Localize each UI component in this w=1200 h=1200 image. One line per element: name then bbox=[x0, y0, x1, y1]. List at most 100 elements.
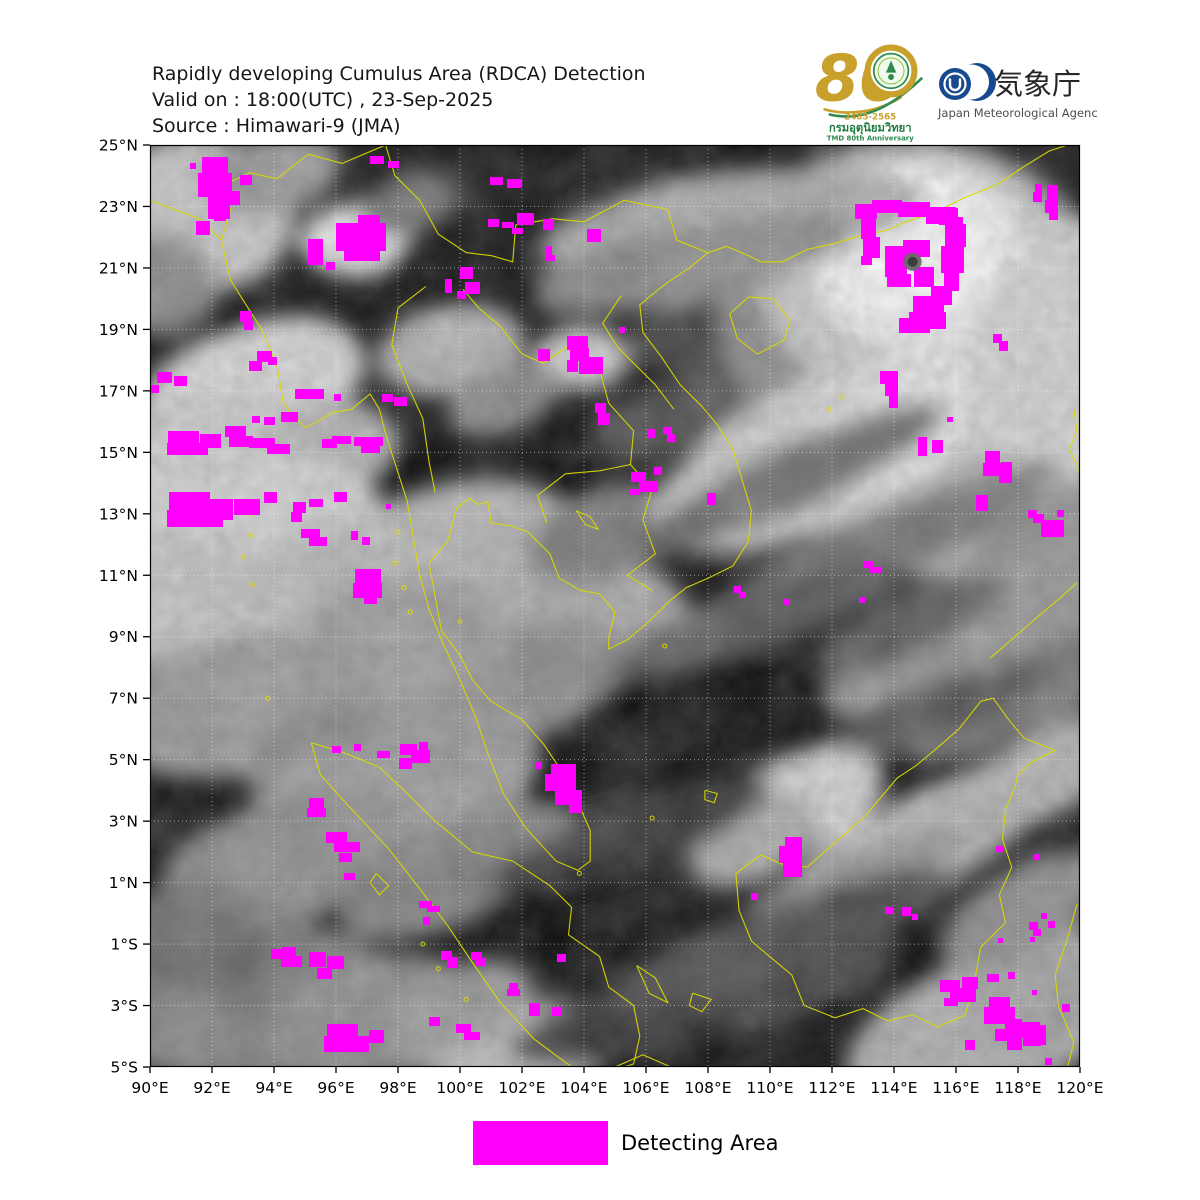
detection-area bbox=[1062, 1004, 1070, 1012]
detection-area bbox=[190, 163, 196, 169]
detection-area bbox=[639, 481, 658, 492]
detection-area bbox=[512, 228, 523, 234]
x-tick-label: 120°E bbox=[1056, 1079, 1103, 1097]
detection-area bbox=[332, 436, 351, 444]
detection-area bbox=[941, 246, 964, 273]
detection-area bbox=[465, 282, 480, 294]
detection-area bbox=[863, 561, 874, 568]
detection-area bbox=[264, 417, 275, 425]
jma-emblem-icon bbox=[939, 63, 996, 101]
detection-area bbox=[912, 914, 918, 920]
detection-area bbox=[1033, 192, 1042, 202]
tmd-anniversary-text: TMD 80th Anniversary bbox=[827, 134, 914, 142]
detection-area bbox=[567, 336, 588, 350]
detection-area bbox=[364, 597, 377, 604]
detection-area bbox=[1047, 185, 1058, 200]
y-tick-label: 19°N bbox=[99, 321, 138, 339]
detection-area bbox=[999, 472, 1012, 483]
jma-logo: 気象庁 Japan Meteorological Agency bbox=[937, 63, 1098, 120]
detection-area bbox=[993, 334, 1002, 343]
y-tick-label: 17°N bbox=[99, 382, 138, 400]
detection-area bbox=[225, 426, 246, 437]
detection-area bbox=[885, 907, 893, 914]
detection-area bbox=[918, 437, 927, 456]
detection-area bbox=[1049, 211, 1058, 220]
x-tick-label: 98°E bbox=[379, 1079, 416, 1097]
detection-area bbox=[546, 246, 552, 255]
detection-area bbox=[196, 221, 210, 235]
y-tick-label: 3°N bbox=[109, 813, 138, 831]
jma-name-english: Japan Meteorological Agency bbox=[937, 106, 1098, 120]
detection-area bbox=[268, 357, 277, 365]
detection-area bbox=[595, 403, 606, 413]
detection-area bbox=[567, 360, 578, 372]
detection-area bbox=[1005, 1019, 1022, 1032]
detection-area bbox=[369, 1030, 384, 1043]
detection-area bbox=[490, 177, 503, 185]
detection-area bbox=[327, 956, 344, 969]
detection-area bbox=[334, 842, 360, 852]
detection-area bbox=[326, 262, 335, 270]
detection-area bbox=[1008, 972, 1015, 979]
detection-area bbox=[1033, 514, 1044, 523]
detection-area bbox=[555, 790, 582, 805]
detection-area bbox=[209, 499, 233, 520]
detection-area bbox=[423, 917, 430, 925]
x-tick-label: 118°E bbox=[994, 1079, 1041, 1097]
satellite-map: 90°E 92°E 94°E 96°E 98°E 100°E 102°E 104°E 106°E… bbox=[99, 137, 1104, 1098]
y-tick-label: 3°S bbox=[111, 997, 138, 1015]
grid-layer bbox=[150, 145, 1080, 1067]
jma-name-japanese: 気象庁 bbox=[994, 67, 1081, 101]
detection-area bbox=[293, 502, 306, 513]
detection-area bbox=[1034, 854, 1040, 860]
detection-area bbox=[629, 489, 640, 495]
detection-area bbox=[872, 200, 902, 213]
detection-area bbox=[1048, 921, 1055, 928]
x-tick-label: 112°E bbox=[808, 1079, 855, 1097]
detection-area bbox=[234, 499, 260, 515]
y-tick-label: 13°N bbox=[99, 505, 138, 523]
detection-area bbox=[351, 531, 358, 540]
detection-area bbox=[332, 746, 341, 753]
detection-area bbox=[887, 274, 911, 287]
detection-area bbox=[361, 445, 380, 453]
y-tick-label: 5°S bbox=[111, 1058, 138, 1076]
detection-area bbox=[168, 431, 199, 443]
legend-label: Detecting Area bbox=[621, 1131, 779, 1155]
tmd-thai-name: กรมอุตุนิยมวิทยา bbox=[829, 122, 912, 136]
x-tick-label: 100°E bbox=[436, 1079, 483, 1097]
detection-area bbox=[1034, 1025, 1046, 1045]
detection-area bbox=[947, 417, 953, 422]
detection-area bbox=[326, 832, 347, 843]
detection-area bbox=[324, 1036, 369, 1052]
axis-tick-labels: 90°E 92°E 94°E 96°E 98°E 100°E 102°E 104°E 106°E… bbox=[99, 137, 1104, 1098]
detection-area bbox=[394, 397, 407, 406]
detections-layer bbox=[150, 156, 1070, 1065]
detection-area bbox=[989, 997, 1010, 1010]
detection-area bbox=[783, 862, 802, 877]
detection-area bbox=[419, 901, 432, 908]
detection-area bbox=[150, 385, 159, 393]
axis-ticks bbox=[143, 144, 1081, 1073]
y-tick-label: 11°N bbox=[99, 567, 138, 585]
detection-area bbox=[976, 495, 988, 511]
detection-area bbox=[336, 223, 386, 251]
detection-area bbox=[945, 224, 966, 247]
detection-area bbox=[734, 586, 741, 593]
detection-area bbox=[1033, 929, 1041, 936]
detection-area bbox=[322, 439, 337, 448]
detection-area bbox=[529, 1003, 540, 1016]
detection-area bbox=[382, 394, 393, 402]
tmd-80th-anniversary-logo: 80 2485-2565 กรมอุตุนิยมวิทยา TMD 80th A… bbox=[815, 41, 924, 142]
tmd-years: 2485-2565 bbox=[844, 112, 896, 122]
detection-area bbox=[281, 956, 302, 967]
detection-area bbox=[998, 938, 1003, 943]
detection-area bbox=[411, 750, 430, 763]
detection-area bbox=[362, 537, 370, 545]
tmd-80-emblem-icon: 80 bbox=[815, 41, 924, 118]
detection-area bbox=[441, 951, 452, 960]
detection-area bbox=[739, 592, 746, 598]
detection-area bbox=[647, 429, 655, 438]
detection-area bbox=[932, 440, 943, 453]
detection-area bbox=[174, 376, 187, 386]
